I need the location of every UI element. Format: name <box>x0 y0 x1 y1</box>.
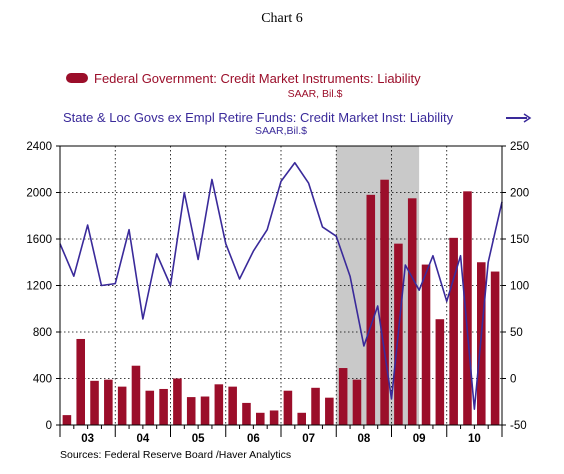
left-axis-tick-label: 1200 <box>26 281 52 293</box>
bar-federal <box>380 179 389 425</box>
x-axis-year-label: 08 <box>357 433 370 445</box>
bar-federal <box>366 194 376 425</box>
line-layer <box>59 161 503 410</box>
legend-state-unit: SAAR,Bil.$ <box>255 125 307 137</box>
right-axis-tick-label: -50 <box>510 420 527 432</box>
bar-federal <box>242 402 251 425</box>
bar-federal <box>228 386 237 425</box>
x-axis-year-label: 03 <box>81 433 94 445</box>
bar-federal <box>104 379 113 425</box>
right-axis-tick-label: 250 <box>510 141 529 153</box>
right-axis-tick-label: 150 <box>510 234 529 246</box>
left-axis-tick-label: 2400 <box>26 141 52 153</box>
bar-federal <box>297 412 307 425</box>
x-axis-year-label: 07 <box>302 433 315 445</box>
right-axis-tick-label: 100 <box>510 281 529 293</box>
axes-layer: 04008001200160020002400-5005010015020025… <box>26 141 529 445</box>
x-axis-year-label: 10 <box>468 433 481 445</box>
bar-federal <box>131 365 141 425</box>
right-axis-tick-label: 50 <box>510 327 523 339</box>
bar-federal <box>490 271 500 425</box>
bar-federal <box>214 384 224 425</box>
bar-federal <box>145 390 155 425</box>
legend-federal-unit: SAAR, Bil.$ <box>288 88 343 100</box>
bar-federal <box>421 264 431 425</box>
bar-federal <box>311 387 320 425</box>
bar-federal <box>200 396 210 425</box>
bar-federal <box>159 388 168 425</box>
chart-title: Chart 6 <box>261 11 303 26</box>
bar-federal <box>90 380 99 425</box>
x-axis-year-label: 04 <box>136 433 149 445</box>
bar-federal <box>186 397 196 425</box>
bar-federal <box>255 412 265 425</box>
left-axis-tick-label: 2000 <box>26 188 52 200</box>
legend-bar-swatch <box>66 73 88 83</box>
legend-state-label: State & Loc Govs ex Empl Retire Funds: C… <box>63 110 454 125</box>
legend-federal-label: Federal Government: Credit Market Instru… <box>94 71 421 86</box>
right-axis-tick-label: 200 <box>510 188 529 200</box>
line-state-local <box>59 161 503 410</box>
bar-federal <box>449 237 458 425</box>
legend: Federal Government: Credit Market Instru… <box>63 71 532 137</box>
bar-federal <box>117 386 127 425</box>
bar-federal <box>283 390 293 425</box>
bar-federal <box>435 319 445 425</box>
bar-federal <box>407 198 417 425</box>
source-note: Sources: Federal Reserve Board /Haver An… <box>60 449 291 461</box>
bar-federal <box>463 191 472 425</box>
left-axis-tick-label: 800 <box>33 327 52 339</box>
bar-federal <box>338 368 348 425</box>
x-axis-year-label: 09 <box>413 433 426 445</box>
x-axis-year-label: 06 <box>247 433 260 445</box>
bar-federal <box>173 378 182 425</box>
left-axis-tick-label: 1600 <box>26 234 52 246</box>
left-axis-tick-label: 0 <box>46 420 52 432</box>
left-axis-tick-label: 400 <box>33 374 52 386</box>
bars-layer <box>62 179 500 425</box>
x-axis-year-label: 05 <box>192 433 205 445</box>
legend-line-arrow <box>523 113 532 123</box>
right-axis-tick-label: 0 <box>510 374 516 386</box>
bar-federal <box>76 338 86 425</box>
bar-federal <box>325 397 334 425</box>
bar-federal <box>352 379 362 425</box>
bar-federal <box>62 415 72 425</box>
bar-federal <box>269 410 279 425</box>
